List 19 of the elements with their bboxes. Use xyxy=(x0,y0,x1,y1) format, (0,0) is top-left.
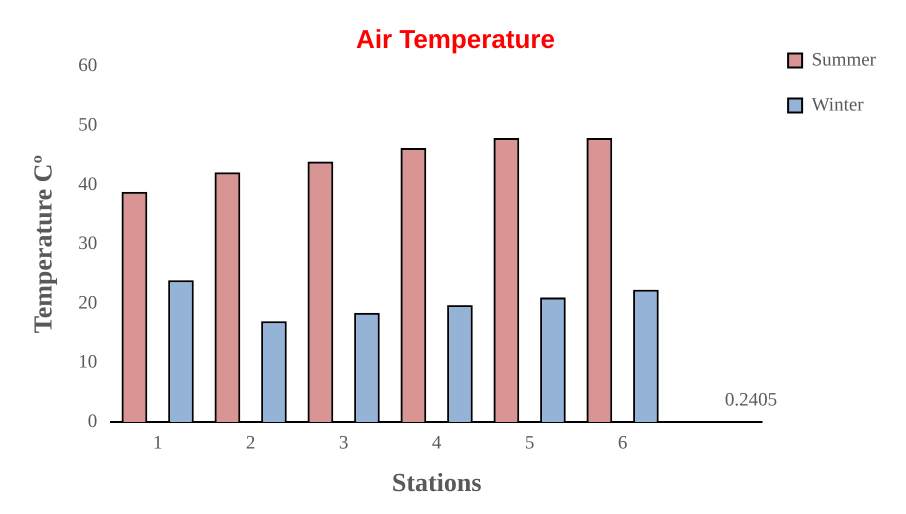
x-tick-label: 4 xyxy=(432,432,442,454)
y-tick-label: 30 xyxy=(78,233,98,254)
y-tick-label: 0 xyxy=(88,410,98,432)
y-tick-label: 20 xyxy=(78,292,98,314)
x-axis-title: Stations xyxy=(392,468,482,498)
x-tick-label: 1 xyxy=(152,432,162,454)
y-axis-title: Temperature Cº xyxy=(28,154,58,334)
x-tick-label: 2 xyxy=(246,432,256,454)
legend-label: Summer xyxy=(812,49,877,70)
y-tick-label: 40 xyxy=(78,174,98,195)
x-tick-label: 3 xyxy=(338,432,348,454)
legend-label: Winter xyxy=(812,94,864,116)
y-tick-label: 60 xyxy=(78,55,98,76)
x-tick-label: 5 xyxy=(524,432,534,454)
y-tick-label: 10 xyxy=(78,352,98,373)
x-tick-label: 6 xyxy=(618,432,628,454)
chart-title: Air Temperature xyxy=(356,24,555,54)
annotation: 0.2405 xyxy=(724,389,778,410)
y-tick-label: 50 xyxy=(78,114,98,136)
